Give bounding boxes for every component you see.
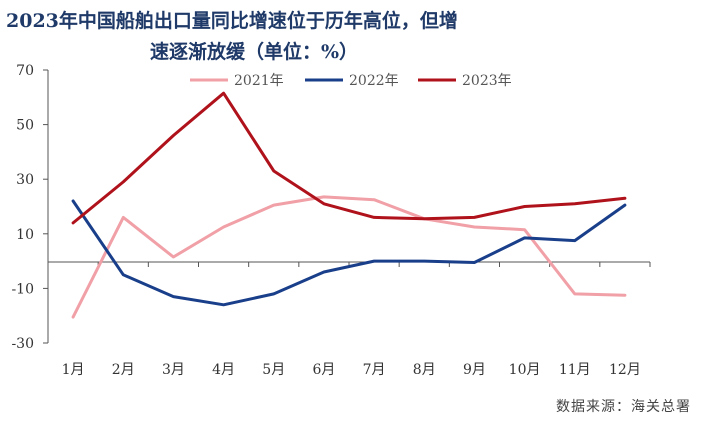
- x-tick-label: 12月: [609, 362, 641, 378]
- x-tick-label: 3月: [162, 362, 185, 378]
- x-tick-label: 2月: [112, 362, 135, 378]
- y-tick-label: 70: [16, 63, 34, 79]
- x-tick-label: 5月: [262, 362, 285, 378]
- x-tick-label: 6月: [312, 362, 335, 378]
- series-line: [71, 199, 627, 307]
- legend-label: 2022年: [349, 73, 399, 89]
- y-tick-label: 10: [16, 227, 34, 243]
- y-tick-label: -10: [11, 281, 34, 297]
- axes: 70 50 30 10 -10 -30 1月 2月 3月 4月 5月 6月 7月 8月 9月 10月 11月 12…: [11, 63, 651, 378]
- x-tick-label: 7月: [363, 362, 386, 378]
- x-tick-label: 4月: [212, 362, 235, 378]
- legend-label: 2021年: [234, 73, 284, 89]
- series-line: [71, 195, 627, 319]
- chart-title-line-2: 速逐渐放缓（单位：%）: [150, 41, 359, 63]
- y-tick-label: 50: [16, 118, 34, 134]
- legend: 2021年 2022年 2023年: [190, 73, 512, 89]
- y-tick-label: -30: [11, 336, 34, 352]
- x-tick-label: 9月: [463, 362, 486, 378]
- series-lines: [71, 91, 627, 319]
- x-tick-label: 8月: [413, 362, 436, 378]
- chart-title-line-1: 2023年中国船舶出口量同比增速位于历年高位，但增: [6, 10, 458, 32]
- legend-label: 2023年: [462, 73, 512, 89]
- x-tick-label: 1月: [62, 362, 85, 378]
- data-source-note: 数据来源：海关总署: [556, 399, 691, 415]
- x-tick-label: 10月: [509, 362, 541, 378]
- y-tick-label: 30: [16, 172, 34, 188]
- series-line: [71, 91, 627, 225]
- x-tick-label: 11月: [559, 362, 591, 378]
